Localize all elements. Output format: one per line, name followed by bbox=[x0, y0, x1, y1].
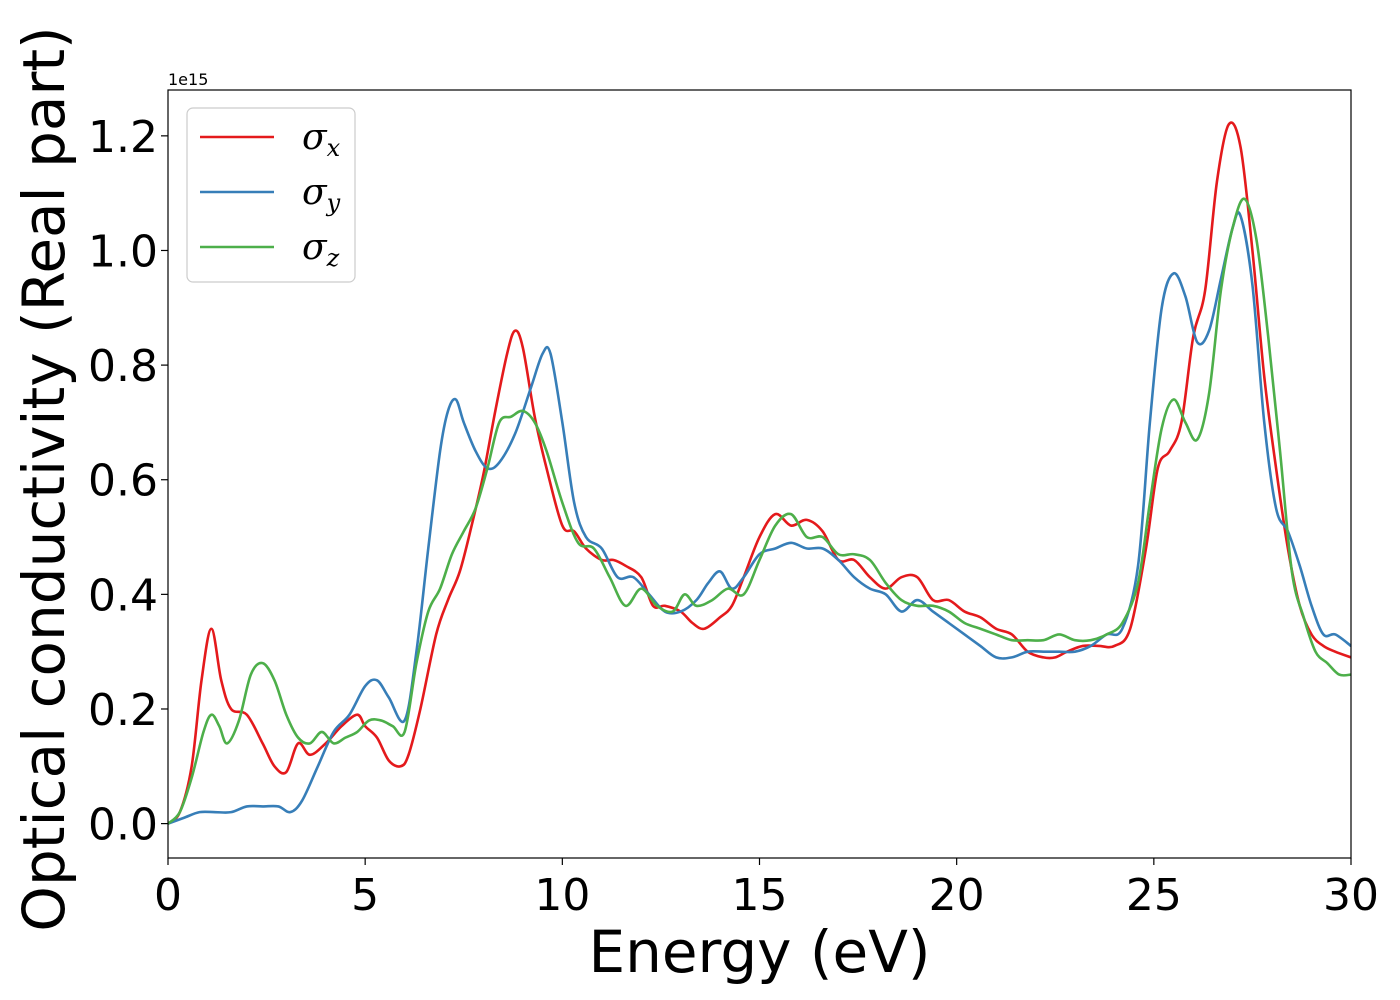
series-line-z bbox=[168, 197, 1351, 825]
series-line-y bbox=[168, 211, 1351, 825]
y-offset-label: 1e15 bbox=[168, 70, 208, 89]
legend-subscript: z bbox=[326, 244, 340, 272]
x-tick-label: 25 bbox=[1126, 870, 1182, 921]
x-tick-label: 0 bbox=[154, 870, 182, 921]
x-ticks: 0 5 10 15 20 25 30 bbox=[154, 858, 1379, 921]
legend-symbol: σ bbox=[302, 117, 328, 158]
y-tick-label: 1.0 bbox=[88, 226, 158, 277]
legend-label-y: σy bbox=[302, 172, 341, 217]
x-tick-label: 30 bbox=[1323, 870, 1379, 921]
y-axis-label: Optical conductivity (Real part) bbox=[10, 26, 78, 931]
x-tick-label: 20 bbox=[929, 870, 985, 921]
legend-subscript: x bbox=[327, 134, 341, 162]
series-layer bbox=[168, 121, 1351, 825]
legend-label-x: σx bbox=[302, 117, 341, 162]
y-tick-label: 0.6 bbox=[88, 456, 158, 507]
legend-symbol: σ bbox=[302, 172, 328, 213]
x-tick-label: 5 bbox=[351, 870, 379, 921]
y-ticks: 0.0 0.2 0.4 0.6 0.8 1.0 1.2 bbox=[88, 112, 168, 851]
x-tick-label: 15 bbox=[732, 870, 788, 921]
y-tick-label: 0.4 bbox=[88, 570, 158, 621]
y-tick-label: 0.8 bbox=[88, 341, 158, 392]
x-axis-label: Energy (eV) bbox=[588, 918, 930, 986]
x-tick-label: 10 bbox=[534, 870, 590, 921]
y-tick-label: 0.2 bbox=[88, 685, 158, 736]
legend-symbol: σ bbox=[302, 227, 328, 268]
legend-subscript: y bbox=[326, 189, 341, 217]
y-tick-label: 1.2 bbox=[88, 112, 158, 163]
legend-label-z: σz bbox=[302, 227, 340, 272]
legend-box bbox=[186, 107, 356, 283]
y-tick-label: 0.0 bbox=[88, 800, 158, 851]
